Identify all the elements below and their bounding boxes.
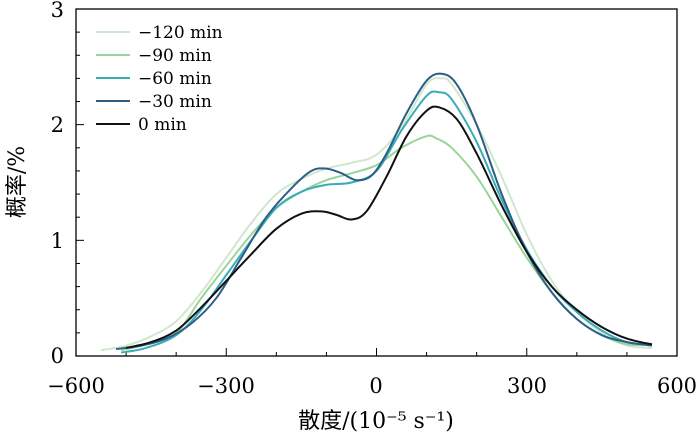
legend-label: −120 min bbox=[138, 23, 223, 43]
series-line bbox=[120, 134, 653, 352]
legend-label: −60 min bbox=[138, 69, 212, 89]
legend-label: −90 min bbox=[138, 46, 212, 66]
series-line bbox=[115, 72, 653, 351]
y-tick-label: 3 bbox=[51, 0, 64, 22]
y-tick-label: 2 bbox=[51, 113, 64, 137]
legend: −120 min −90 min −60 min −30 min 0 min bbox=[96, 23, 223, 135]
series-line bbox=[125, 105, 653, 349]
plot-lines bbox=[100, 72, 653, 354]
y-tick-label: 0 bbox=[51, 344, 64, 368]
x-tick-label: −600 bbox=[47, 374, 105, 398]
y-tick-labels: 0 1 2 3 bbox=[51, 0, 64, 368]
x-tick-labels: −600 −300 0 300 600 bbox=[47, 374, 697, 398]
plot-frame bbox=[75, 8, 678, 357]
legend-label: −30 min bbox=[138, 92, 212, 112]
legend-label: 0 min bbox=[138, 115, 187, 135]
x-axis-title: 散度/(10⁻⁵ s⁻¹) bbox=[298, 409, 454, 434]
y-axis-title: 概率/% bbox=[5, 146, 30, 218]
x-tick-label: 600 bbox=[657, 374, 697, 398]
series-line bbox=[100, 77, 653, 352]
x-tick-label: 300 bbox=[507, 374, 547, 398]
series-line bbox=[120, 90, 653, 354]
y-tick-label: 1 bbox=[51, 229, 64, 253]
x-tick-label: −300 bbox=[197, 374, 255, 398]
x-tick-label: 0 bbox=[369, 374, 382, 398]
